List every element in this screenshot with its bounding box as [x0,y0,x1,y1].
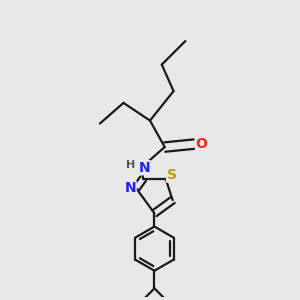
Text: H: H [126,160,136,170]
Text: N: N [138,161,150,175]
Text: N: N [124,181,136,195]
Text: S: S [167,168,177,182]
Text: O: O [196,137,208,151]
